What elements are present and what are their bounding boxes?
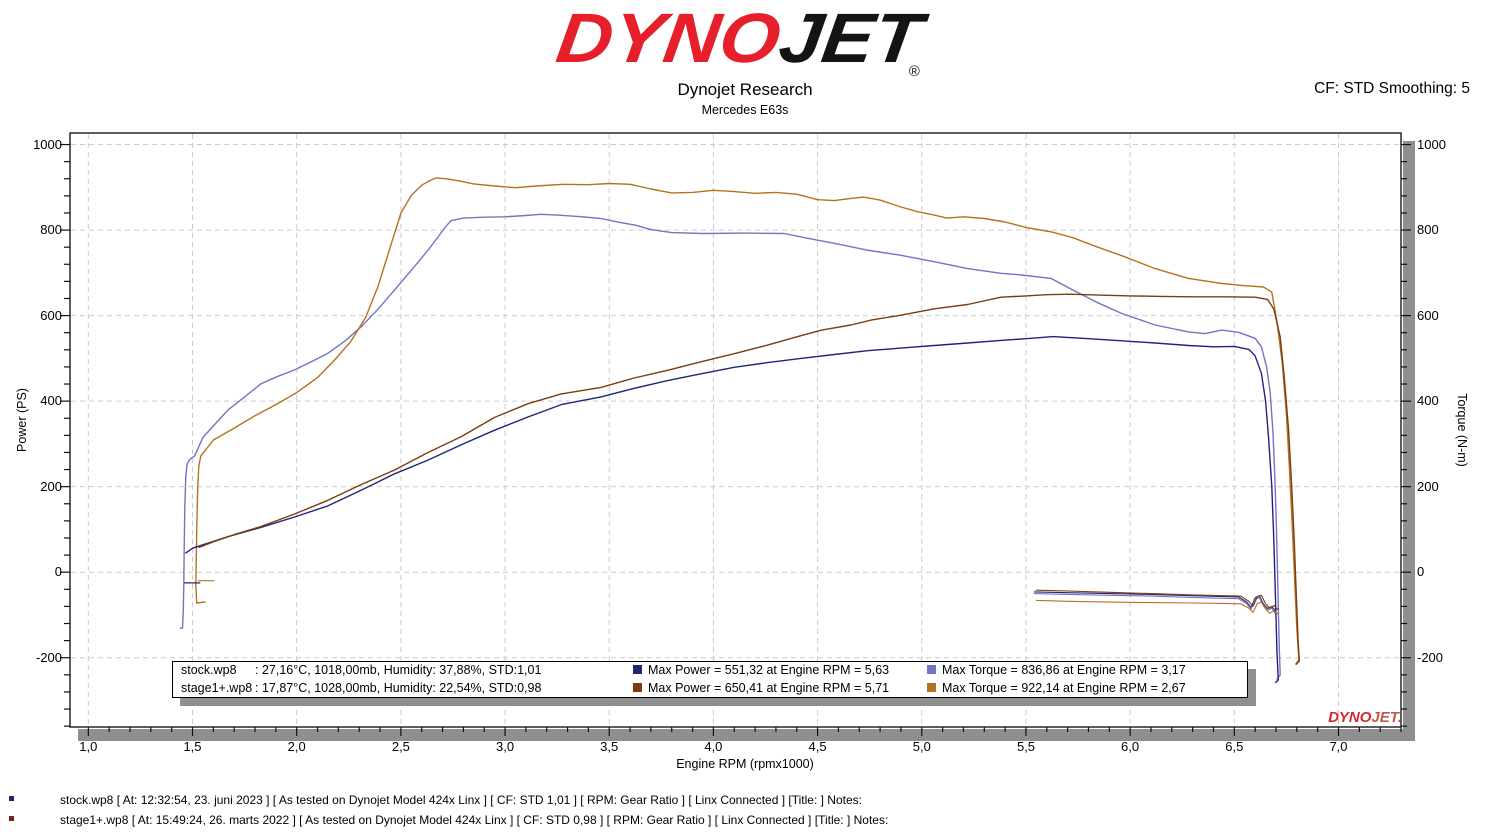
power-swatch-stock-icon (633, 665, 642, 674)
legend-row-stock: stock.wp8 : 27,16°C, 1018,00mb, Humidity… (173, 663, 1247, 680)
legend-row-stage1: stage1+.wp8 : 17,87°C, 1028,00mb, Humidi… (173, 681, 1247, 698)
x-tick-label: 7,0 (1329, 739, 1348, 754)
max-torque-stage1: Max Torque = 922,14 at Engine RPM = 2,67 (927, 681, 1186, 695)
run-conditions-stage1: : 17,87°C, 1028,00mb, Humidity: 22,54%, … (255, 681, 542, 695)
y-tick-label-torque: 200 (1417, 478, 1439, 494)
run-bullet-stock-icon (9, 796, 14, 801)
y-tick-label-power: 800 (40, 222, 62, 238)
max-power-stock-text: Max Power = 551,32 at Engine RPM = 5,63 (648, 663, 890, 677)
x-tick-label: 1,5 (183, 739, 202, 754)
run-bullet-stage1-icon (9, 816, 14, 821)
x-tick-label: 3,0 (496, 739, 515, 754)
report-title: Dynojet Research (677, 80, 813, 99)
x-tick-label: 3,5 (600, 739, 619, 754)
run-name-stage1: stage1+.wp8 (181, 681, 253, 695)
legend-box: stock.wp8 : 27,16°C, 1018,00mb, Humidity… (172, 661, 1248, 698)
y-tick-label-torque: 0 (1417, 564, 1425, 580)
torque-swatch-stock-icon (927, 665, 936, 674)
cf-smoothing-label: CF: STD Smoothing: 5 (1314, 80, 1470, 97)
vehicle-name: Mercedes E63s (701, 103, 789, 117)
y-tick-label-torque: 1000 (1417, 136, 1446, 152)
dynojet-logo: DYNOJET® (0, 0, 1490, 94)
x-tick-label: 2,0 (287, 739, 306, 754)
y-tick-label-power: 1000 (33, 136, 62, 152)
y-tick-label-torque: 600 (1417, 307, 1439, 323)
y-tick-label-power: 600 (40, 307, 62, 323)
watermark-dyno-text: DYNO (1328, 709, 1372, 726)
y-tick-label-torque: 400 (1417, 393, 1439, 409)
x-tick-label: 6,0 (1121, 739, 1140, 754)
x-tick-label: 6,5 (1225, 739, 1244, 754)
max-torque-stock: Max Torque = 836,86 at Engine RPM = 3,17 (927, 663, 1186, 677)
y-tick-label-power: 400 (40, 393, 62, 409)
y-tick-label-power: 200 (40, 478, 62, 494)
x-tick-label: 5,0 (912, 739, 931, 754)
plot-watermark-logo: DYNOJET. (1286, 709, 1402, 726)
max-power-stage1-text: Max Power = 650,41 at Engine RPM = 5,71 (648, 681, 890, 695)
run-name-stock: stock.wp8 (181, 663, 237, 677)
y-tick-label-power: 0 (54, 564, 62, 580)
watermark-jet-text: JET. (1371, 709, 1402, 726)
max-torque-stage1-text: Max Torque = 922,14 at Engine RPM = 2,67 (942, 681, 1186, 695)
x-tick-label: 1,0 (79, 739, 98, 754)
x-tick-label: 5,5 (1016, 739, 1036, 754)
x-tick-label: 4,5 (808, 739, 827, 754)
x-tick-label: 2,5 (391, 739, 410, 754)
y-tick-label-power: -200 (35, 649, 62, 665)
max-torque-stock-text: Max Torque = 836,86 at Engine RPM = 3,17 (942, 663, 1186, 677)
registered-trademark-icon: ® (908, 63, 920, 80)
max-power-stage1: Max Power = 650,41 at Engine RPM = 5,71 (633, 681, 889, 695)
run-conditions-stock: : 27,16°C, 1018,00mb, Humidity: 37,88%, … (255, 663, 542, 677)
run-details-stage1: stage1+.wp8 [ At: 15:49:24, 26. marts 20… (60, 813, 889, 827)
run-details-stock: stock.wp8 [ At: 12:32:54, 23. juni 2023 … (60, 793, 862, 807)
torque-swatch-stage1-icon (927, 683, 936, 692)
y-tick-label-torque: -200 (1417, 649, 1444, 665)
x-tick-label: 4,0 (704, 739, 723, 754)
power-swatch-stage1-icon (633, 683, 642, 692)
max-power-stock: Max Power = 551,32 at Engine RPM = 5,63 (633, 663, 889, 677)
y-tick-label-torque: 800 (1417, 222, 1439, 238)
x-axis-title: Engine RPM (rpmx1000) (676, 757, 814, 771)
